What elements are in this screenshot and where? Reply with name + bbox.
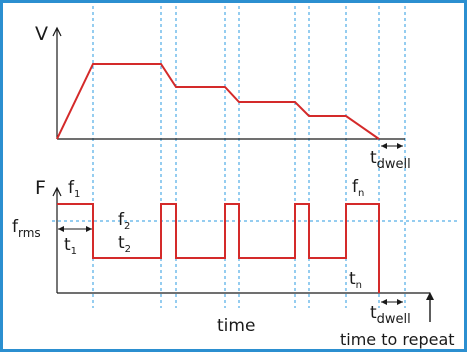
f1-label: f1 [68, 178, 80, 200]
force-trace [57, 203, 380, 293]
time-to-repeat-label: time to repeat [340, 330, 455, 349]
voltage-axes [52, 26, 405, 140]
force-axes [52, 186, 430, 294]
time-gridlines [92, 6, 406, 308]
voltage-axis-label: V [35, 23, 48, 45]
voltage-dwell-label: tdwell [370, 148, 411, 172]
voltage-dwell-arrow [381, 143, 403, 149]
force-dwell-label: tdwell [370, 303, 411, 327]
time-axis-label: time [217, 316, 255, 336]
fn-label: fn [352, 177, 364, 199]
voltage-trace [56, 63, 380, 140]
t1-label: t1 [64, 235, 77, 257]
frms-label: frms [12, 217, 41, 240]
t1-arrow [58, 226, 92, 232]
f2-label: f2 [118, 210, 130, 232]
force-axis-label: F [35, 177, 46, 199]
repeat-arrow [426, 292, 434, 322]
t2-label: t2 [118, 233, 131, 255]
force-dwell-arrow [381, 299, 403, 305]
tn-label: tn [349, 269, 362, 291]
